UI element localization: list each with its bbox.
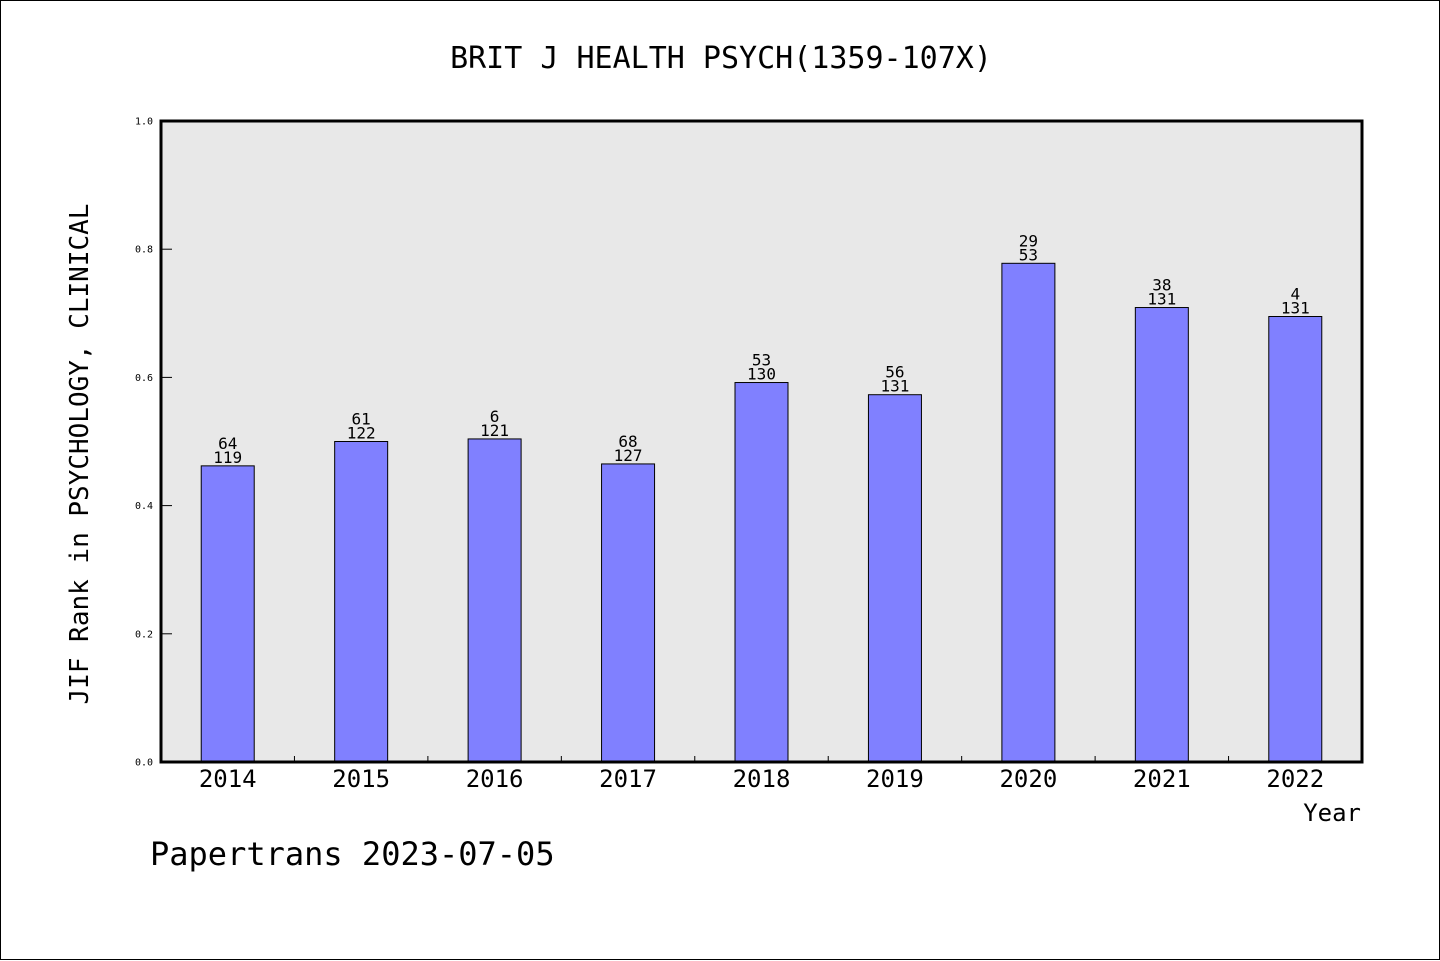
y-tick-label: 0.0 (135, 758, 153, 769)
bars (200, 262, 1323, 763)
x-tick-label: 2017 (599, 765, 657, 793)
bar-total-label: 131 (1147, 290, 1176, 309)
x-tick-label: 2022 (1266, 765, 1324, 793)
x-axis-ticks: 2014 2015 2016 2017 2018 2019 2020 2021 2022 (199, 756, 1324, 793)
bar-rank-label: 6 (490, 407, 500, 426)
bar-rank-label: 53 (752, 351, 771, 370)
bar-2021 (1134, 307, 1189, 763)
x-tick-label: 2021 (1133, 765, 1191, 793)
x-tick-label: 2019 (866, 765, 924, 793)
y-tick-label: 0.2 (135, 629, 153, 640)
bar-2019 (867, 394, 922, 763)
y-tick-label: 0.4 (135, 501, 153, 512)
chart-title: BRIT J HEALTH PSYCH(1359-107X) (450, 41, 992, 76)
bar-2014 (200, 465, 255, 763)
bar-2022 (1268, 316, 1323, 763)
bar-rank-label: 38 (1152, 276, 1171, 295)
bar-rank-label: 29 (1019, 231, 1038, 250)
x-axis-label: Year (1303, 799, 1361, 827)
plot-border (159, 119, 1364, 764)
y-tick-label: 1.0 (135, 117, 153, 128)
x-tick-label: 2016 (466, 765, 524, 793)
bar-2020 (1001, 262, 1056, 763)
bar-total-label: 119 (213, 448, 242, 467)
bar-total-label: 130 (747, 365, 776, 384)
bar-2015 (334, 441, 389, 763)
bar-rank-label: 56 (885, 363, 904, 382)
bar-rank-label: 64 (218, 434, 237, 453)
y-tick-label: 0.6 (135, 373, 153, 384)
bar-total-label: 53 (1019, 245, 1038, 264)
y-axis-label: JIF Rank in PSYCHOLOGY, CLINICAL (65, 204, 95, 705)
bar-2016 (467, 438, 522, 763)
bar-rank-label: 61 (352, 410, 371, 429)
bar-rank-label: 4 (1290, 285, 1300, 304)
bar-2018 (734, 382, 789, 763)
x-tick-label: 2014 (199, 765, 257, 793)
bar-total-label: 131 (880, 377, 909, 396)
bar-total-label: 122 (347, 424, 376, 443)
bar-total-label: 131 (1281, 299, 1310, 318)
x-tick-label: 2020 (999, 765, 1057, 793)
bar-total-label: 127 (614, 446, 643, 465)
y-tick-label: 0.8 (135, 245, 153, 256)
x-tick-label: 2018 (733, 765, 791, 793)
x-tick-label: 2015 (332, 765, 390, 793)
footer-credit: Papertrans 2023-07-05 (150, 835, 555, 873)
bar-2017 (601, 463, 656, 763)
bar-total-label: 121 (480, 421, 509, 440)
bar-rank-label: 68 (618, 432, 637, 451)
